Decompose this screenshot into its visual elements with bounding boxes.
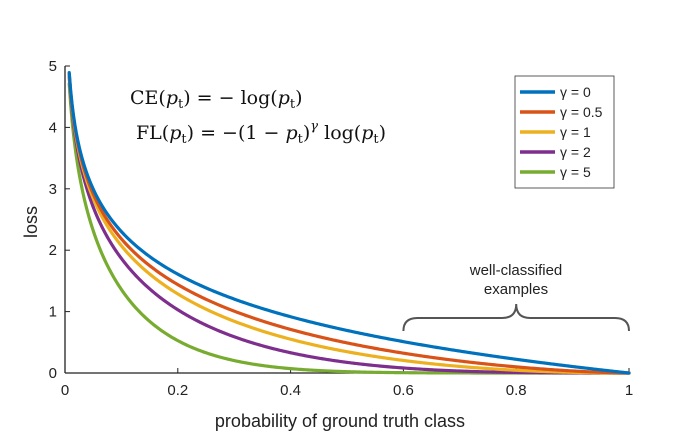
series-line-gamma-0	[67, 70, 631, 375]
legend-label: γ = 5	[560, 164, 591, 180]
fl-equation: FL(pt) = −(1 − pt)γ log(pt)	[136, 119, 386, 147]
y-tick-label: 3	[49, 181, 57, 198]
series-group	[67, 70, 631, 375]
y-tick-label: 0	[49, 365, 57, 382]
x-tick-label: 1	[625, 382, 633, 399]
legend-label: γ = 2	[560, 144, 591, 160]
ce-equation: CE(pt) = − log(pt)	[130, 87, 303, 112]
x-tick-label: 0.2	[167, 382, 188, 399]
legend-label: γ = 1	[560, 124, 591, 140]
x-tick-label: 0.8	[506, 382, 527, 399]
y-tick-label: 5	[49, 58, 57, 75]
y-tick-label: 4	[49, 119, 57, 136]
x-axis-label: probability of ground truth class	[215, 411, 465, 431]
annotation-line2: examples	[484, 281, 548, 298]
annotation-line1: well-classified	[469, 262, 563, 279]
legend: γ = 0 γ = 0.5 γ = 1 γ = 2 γ = 5	[514, 75, 615, 189]
series-line-gamma-1	[67, 73, 631, 375]
y-tick-label: 1	[49, 304, 57, 321]
legend-items: γ = 0 γ = 0.5 γ = 1 γ = 2 γ = 5	[520, 84, 603, 180]
series-line-gamma-0-5	[67, 72, 631, 375]
x-tick-label: 0	[61, 382, 69, 399]
annotation-brace	[402, 303, 630, 332]
x-tick-label: 0.4	[280, 382, 301, 399]
x-ticks: 0 0.2 0.4 0.6 0.8 1	[61, 368, 633, 399]
x-tick-label: 0.6	[393, 382, 414, 399]
legend-label: γ = 0	[560, 84, 591, 100]
legend-label: γ = 0.5	[560, 104, 603, 120]
y-ticks: 0 1 2 3 4 5	[49, 58, 70, 382]
y-axis-label: loss	[21, 206, 41, 238]
y-tick-label: 2	[49, 242, 57, 259]
